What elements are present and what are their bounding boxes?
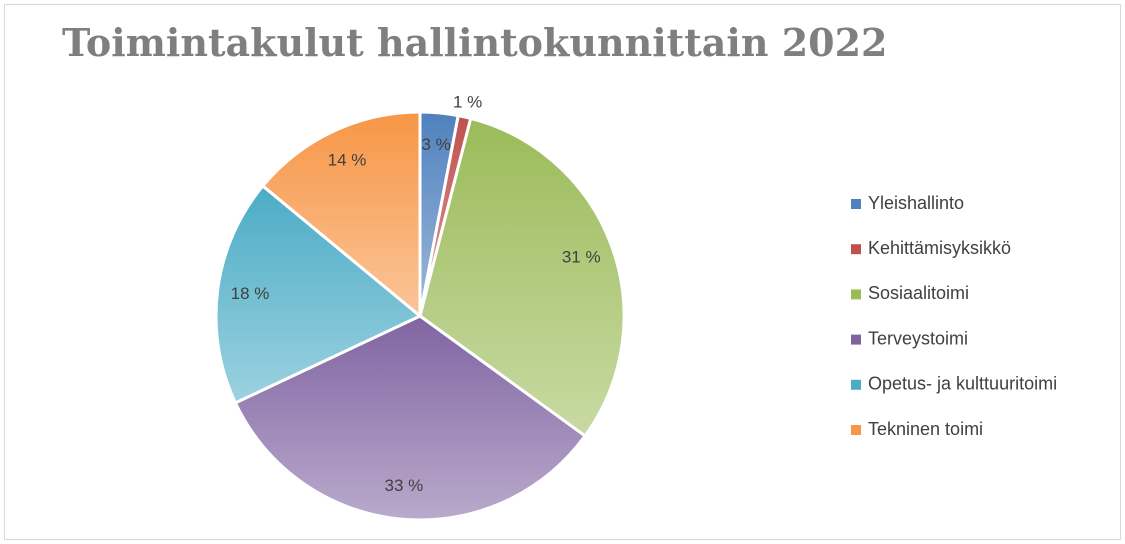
legend-swatch — [851, 334, 861, 345]
legend-label: Yleishallinto — [868, 193, 964, 213]
data-label: 1 % — [453, 92, 482, 111]
pie-slice — [260, 110, 422, 320]
legend-label: Terveystoimi — [868, 328, 968, 348]
legend-swatch — [851, 289, 861, 300]
legend-label: Kehittämisyksikkö — [868, 238, 1011, 258]
data-label: 14 % — [328, 150, 367, 169]
legend-label: Tekninen toimi — [868, 419, 983, 439]
chart-title: Toimintakulut hallintokunnittain 2022 — [62, 20, 887, 65]
pie-slice — [418, 116, 626, 439]
legend-label: Sosiaalitoimi — [868, 283, 969, 303]
pie-slice — [233, 314, 588, 522]
data-label: 33 % — [384, 476, 423, 495]
legend-swatch — [851, 244, 861, 255]
legend-label: Opetus- ja kulttuuritoimi — [868, 374, 1057, 394]
data-label: 18 % — [231, 284, 270, 303]
legend-swatch — [851, 199, 861, 209]
data-label: 3 % — [421, 135, 450, 154]
pie-slice — [214, 183, 423, 405]
legend-swatch — [851, 379, 861, 390]
data-label: 31 % — [562, 247, 601, 266]
legend-swatch — [851, 425, 861, 435]
